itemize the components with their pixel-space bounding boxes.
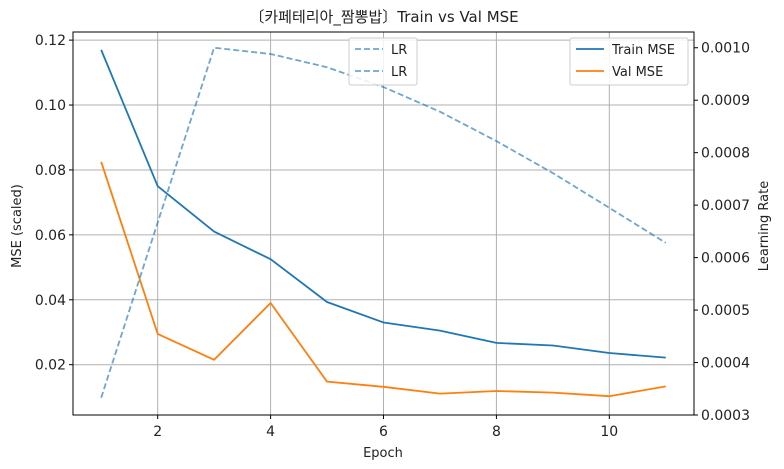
- y-axis-right: 0.0003 0.0004 0.0005 0.0006 0.0007 0.0008 0.00…: [694, 41, 750, 424]
- y2-tick-label: 0.0010: [701, 41, 750, 57]
- legend-label: Train MSE: [611, 43, 675, 58]
- y2-axis-label: Learning Rate: [757, 181, 772, 271]
- x-tick-label: 2: [153, 424, 162, 440]
- x-tick-label: 6: [379, 424, 388, 440]
- y-tick-label: 0.10: [35, 98, 66, 114]
- y2-tick-label: 0.0005: [701, 303, 750, 319]
- x-axis-label: Epoch: [363, 446, 403, 461]
- series-layer: [100, 46, 667, 398]
- legends: LR LR Train MSE Val MSE: [348, 37, 689, 86]
- x-axis: 2 4 6 8 10: [153, 415, 618, 440]
- y-tick-label: 0.04: [35, 293, 66, 309]
- legend-label: LR: [391, 65, 407, 80]
- y2-tick-label: 0.0003: [701, 408, 750, 424]
- x-tick-label: 4: [266, 424, 275, 440]
- y-tick-label: 0.08: [35, 163, 66, 179]
- series-line-lr: [100, 46, 667, 398]
- legend-top-right: Train MSE Val MSE: [569, 37, 689, 86]
- y-tick-label: 0.12: [35, 33, 66, 49]
- y2-tick-label: 0.0006: [701, 251, 750, 267]
- y-axis-label: MSE (scaled): [10, 184, 25, 268]
- x-tick-label: 8: [492, 424, 501, 440]
- chart-title: 〔카페테리아_짬뽕밥〕Train vs Val MSE: [249, 8, 518, 27]
- y2-tick-label: 0.0009: [701, 93, 750, 109]
- legend-label: Val MSE: [612, 65, 663, 80]
- x-tick-label: 10: [600, 424, 618, 440]
- y-tick-label: 0.06: [35, 228, 66, 244]
- y2-tick-label: 0.0004: [701, 356, 750, 372]
- y2-tick-label: 0.0008: [701, 146, 750, 162]
- series-line-train-mse: [100, 49, 666, 359]
- legend-top-center: LR LR: [348, 37, 418, 86]
- grid: [73, 32, 694, 415]
- series-line-val-mse: [100, 161, 666, 398]
- y-axis-left: 0.02 0.04 0.06 0.08 0.10 0.12: [35, 33, 73, 374]
- y-tick-label: 0.02: [35, 358, 66, 374]
- y2-tick-label: 0.0007: [701, 198, 750, 214]
- legend-label: LR: [391, 43, 407, 58]
